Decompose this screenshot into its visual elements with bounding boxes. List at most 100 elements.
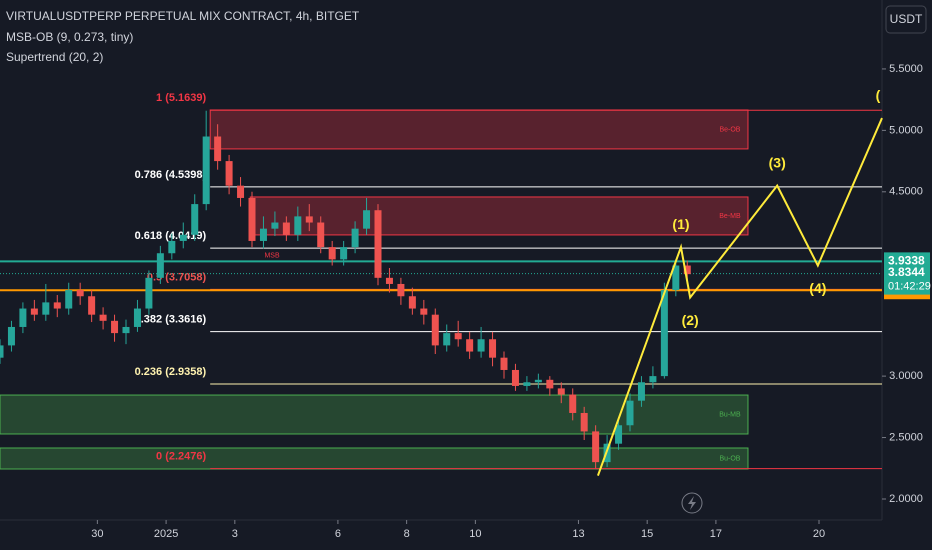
candle-body: [145, 277, 153, 309]
candle-body: [19, 308, 27, 327]
candle-body: [317, 222, 325, 248]
candle-body: [53, 302, 61, 309]
wave-label: (3): [769, 154, 786, 170]
candle-body: [683, 265, 691, 275]
candle-body: [615, 425, 623, 444]
candle-body: [569, 394, 577, 413]
zone-label: Bu-OB: [719, 455, 740, 462]
candle-body: [328, 247, 336, 260]
candle-body: [511, 369, 519, 386]
candle-body: [420, 308, 428, 315]
candle-body: [111, 320, 119, 334]
candle-body: [466, 339, 474, 352]
candle-body: [99, 314, 107, 321]
y-tick-label: 2.0000: [889, 493, 923, 505]
candle-body: [30, 308, 38, 315]
candle-body: [489, 339, 497, 358]
candle-body: [626, 400, 634, 426]
candle-body: [443, 333, 451, 346]
candle-body: [523, 382, 531, 386]
candle-body: [88, 296, 96, 315]
wave-label: (: [876, 87, 881, 103]
wave-label: (4): [809, 280, 826, 296]
last-tag: [884, 264, 930, 295]
fib-label: 0.786 (4.5398): [135, 169, 207, 181]
fib-label: 0.5 (3.7058): [147, 271, 207, 283]
plot: Be-OB Be-MB Bu-MB Bu-OB 1 (5.1639) 0.786 (4.5…: [0, 87, 883, 476]
zone: [0, 447, 749, 470]
zone: [249, 196, 749, 236]
candle-body: [351, 228, 359, 248]
indicator: MSB-OB (9, 0.273, tiny): [6, 30, 133, 44]
candle-body: [156, 253, 164, 278]
zone-label: Be-OB: [719, 126, 740, 133]
currency-button[interactable]: [885, 5, 927, 34]
msb-label: MSB: [264, 253, 280, 260]
candle-body: [363, 210, 371, 229]
y-tick-label: 4.5000: [889, 186, 923, 198]
zone-label: Be-MB: [719, 213, 741, 220]
candle-body: [431, 314, 439, 346]
y-tick-label: 2.5000: [889, 431, 923, 443]
candle-body: [202, 136, 210, 205]
candle-body: [374, 210, 382, 278]
candle-body: [454, 333, 462, 340]
candle-body: [76, 290, 84, 297]
candle-body: [0, 345, 4, 358]
x-tick-label: 6: [335, 528, 341, 540]
y-tick-label: 5.0000: [889, 124, 923, 136]
zone: [0, 394, 749, 435]
candle-body: [294, 216, 302, 235]
zone: [209, 109, 749, 150]
candle-body: [259, 228, 267, 241]
candle-body: [397, 283, 405, 297]
wave-path: [596, 117, 883, 476]
fib-label: 1 (5.1639): [156, 92, 206, 104]
fib-label: 0.236 (2.9358): [135, 366, 207, 378]
candle-body: [385, 277, 393, 284]
currency[interactable]: USDT: [890, 12, 923, 26]
candle-body: [340, 247, 348, 260]
candle-body: [546, 379, 554, 389]
candle-body: [7, 326, 15, 346]
x-tick-label: 17: [710, 528, 722, 540]
wave-label: (2): [682, 312, 699, 328]
candle-body: [672, 265, 680, 291]
fib-label: 0.618 (4.0419): [135, 230, 207, 242]
zone-label: Bu-MB: [719, 411, 741, 418]
x-tick-label: 13: [572, 528, 584, 540]
x-tick-label: 2025: [154, 528, 178, 540]
lightning-icon[interactable]: [688, 496, 696, 510]
candle-body: [282, 222, 290, 235]
candle-body: [500, 357, 508, 370]
x-tick-label: 10: [469, 528, 481, 540]
candle-body: [225, 161, 233, 186]
candle-body: [168, 240, 176, 254]
candle-body: [660, 290, 668, 377]
candle-body: [580, 412, 588, 432]
countdown: 01:42:29: [888, 280, 931, 292]
candle-body: [237, 185, 245, 198]
candle-body: [191, 204, 199, 235]
candle-body: [122, 326, 130, 334]
lightning-icon[interactable]: [681, 492, 703, 514]
candle-body: [179, 234, 187, 241]
fib-label: 0.382 (3.3616): [135, 314, 207, 326]
fib-label: 0 (2.2476): [156, 450, 206, 462]
candle-body: [248, 197, 256, 241]
candle-body: [305, 216, 313, 223]
candle-body: [649, 376, 657, 383]
x-tick-label: 30: [91, 528, 103, 540]
last-label: 3.8344: [888, 265, 925, 279]
price-tag-label: 3.9338: [888, 254, 925, 268]
candle-body: [592, 431, 600, 463]
candle-body: [637, 382, 645, 401]
candle-body: [133, 308, 141, 327]
candle-body: [408, 296, 416, 309]
candle-body: [534, 379, 542, 383]
candle-body: [557, 388, 565, 395]
wave-label: (1): [672, 216, 689, 232]
candle-body: [65, 290, 73, 309]
